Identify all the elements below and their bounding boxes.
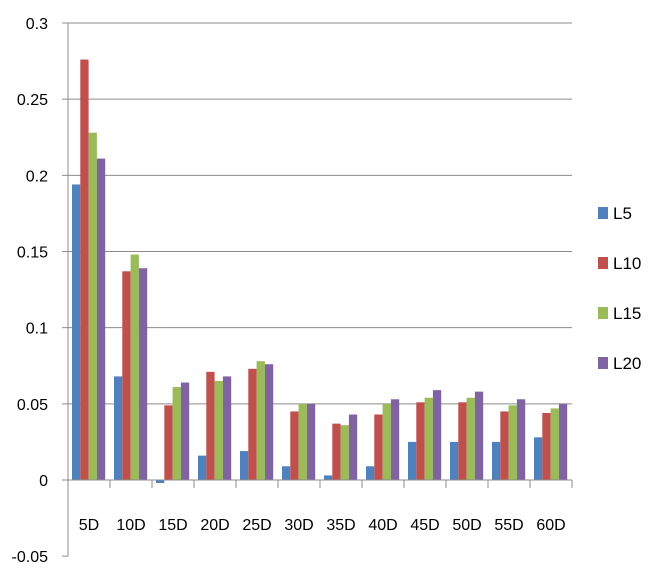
bar-L10-55D <box>500 411 509 480</box>
bar-L5-15D <box>156 480 165 484</box>
bar-L15-10D <box>130 254 139 480</box>
bar-L5-55D <box>492 441 501 480</box>
x-tick-label: 10D <box>116 517 145 534</box>
x-tick-label: 55D <box>494 517 523 534</box>
bar-L5-60D <box>534 437 543 480</box>
bar-L15-30D <box>298 403 307 480</box>
y-tick-label: 0.1 <box>26 321 48 338</box>
y-tick-label: -0.05 <box>12 549 49 566</box>
x-tick-label: 25D <box>242 517 271 534</box>
legend-label-L5: L5 <box>613 204 632 223</box>
bar-L10-35D <box>332 423 341 480</box>
bar-L15-45D <box>424 397 433 480</box>
bar-L5-40D <box>366 466 375 480</box>
x-tick-label: 50D <box>452 517 481 534</box>
bar-L5-35D <box>324 475 333 480</box>
bar-L10-60D <box>542 412 551 480</box>
y-tick-label: 0.15 <box>17 245 48 262</box>
legend-label-L20: L20 <box>613 354 641 373</box>
bar-L20-45D <box>432 390 442 480</box>
bar-L10-15D <box>164 405 173 480</box>
bar-L20-50D <box>474 391 484 480</box>
legend: L5 L10 L15 L20 <box>598 204 641 373</box>
bar-L15-50D <box>466 397 475 480</box>
y-tick-label: 0.05 <box>17 397 48 414</box>
bar-L5-20D <box>198 455 207 480</box>
bar-L10-20D <box>206 371 215 480</box>
bar-L5-10D <box>114 376 123 480</box>
bar-L20-55D <box>516 399 526 480</box>
bar-L15-25D <box>256 361 265 480</box>
y-tick-label: 0 <box>39 473 48 490</box>
gridlines <box>68 22 572 405</box>
bar-L20-35D <box>348 414 358 480</box>
y-tick-label: 0.3 <box>26 16 48 33</box>
bar-L15-15D <box>172 387 181 480</box>
bar-L20-5D <box>96 158 106 480</box>
bar-L15-55D <box>508 405 517 480</box>
x-tick-label: 60D <box>536 517 565 534</box>
bar-L10-45D <box>416 402 425 480</box>
legend-swatch-L5 <box>598 207 608 219</box>
legend-swatch-L15 <box>598 307 608 319</box>
legend-swatch-L20 <box>598 357 608 369</box>
y-axis-ticks: 0.3 0.25 0.2 0.15 0.1 0.05 0 -0.05 <box>12 16 68 566</box>
bar-L10-40D <box>374 414 383 480</box>
bar-L10-30D <box>290 411 299 480</box>
bar-L15-5D <box>88 132 97 480</box>
bar-L5-45D <box>408 441 417 480</box>
bar-L20-25D <box>264 364 274 480</box>
bar-L20-10D <box>138 268 148 480</box>
bar-L5-5D <box>72 184 81 480</box>
bar-L20-30D <box>306 403 316 480</box>
bar-L10-5D <box>80 59 89 481</box>
bar-L15-60D <box>550 408 559 480</box>
x-tick-label: 20D <box>200 517 229 534</box>
bar-L20-15D <box>180 382 190 480</box>
legend-swatch-L10 <box>598 257 608 269</box>
bar-L5-30D <box>282 466 291 480</box>
x-axis-ticks: 5D 10D 15D 20D 25D 30D 35D 40D 45D 50D 55D 60D <box>67 480 573 534</box>
x-tick-label: 40D <box>368 517 397 534</box>
bar-L10-50D <box>458 402 467 480</box>
y-tick-label: 0.2 <box>26 168 48 185</box>
bar-L15-20D <box>214 380 223 480</box>
y-tick-label: 0.25 <box>17 92 48 109</box>
bar-L5-50D <box>450 441 459 480</box>
x-tick-label: 45D <box>410 517 439 534</box>
bar-L20-40D <box>390 399 400 480</box>
bar-L5-25D <box>240 451 249 480</box>
x-tick-label: 15D <box>158 517 187 534</box>
legend-label-L15: L15 <box>613 304 641 323</box>
bar-L10-25D <box>248 368 257 480</box>
x-tick-label: 30D <box>284 517 313 534</box>
x-tick-label: 5D <box>79 517 99 534</box>
legend-label-L10: L10 <box>613 254 641 273</box>
x-tick-label: 35D <box>326 517 355 534</box>
bar-L15-40D <box>382 403 391 480</box>
bar-L10-10D <box>122 271 131 480</box>
bar-L15-35D <box>340 425 349 480</box>
bars <box>72 59 568 484</box>
bar-L20-60D <box>558 403 568 480</box>
bar-L20-20D <box>222 376 232 480</box>
